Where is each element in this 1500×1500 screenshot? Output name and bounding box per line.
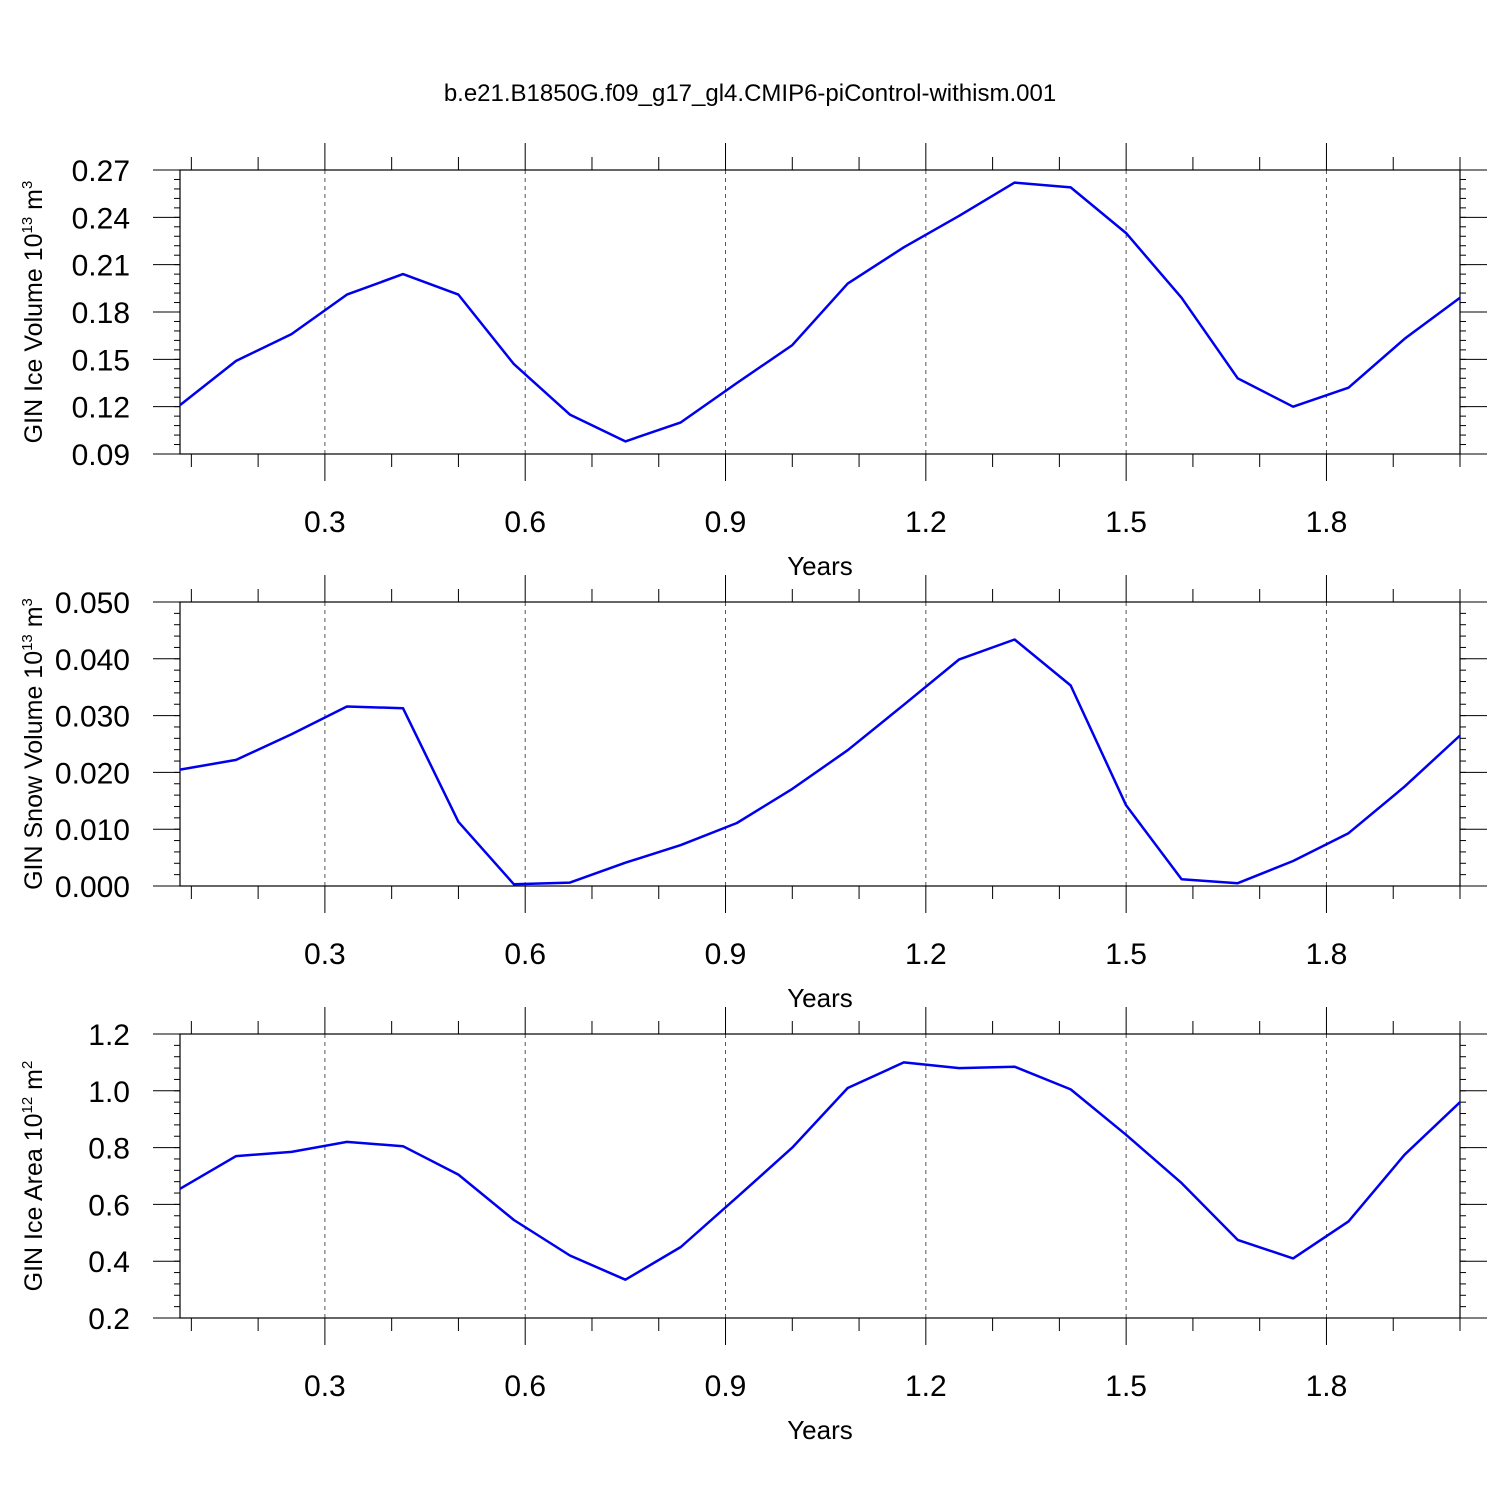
snow-volume-x-tick-label: 1.5 [1105, 938, 1147, 971]
ice-volume-panel: 0.09 0.12 0.15 0.18 0.21 0.24 0.27 0.3 0.6 0.9 1.2… [19, 143, 1487, 581]
ice-volume-y-tick-label: 0.24 [72, 202, 130, 235]
ice-area-y-tick-label: 0.2 [88, 1303, 130, 1336]
ice-volume-x-tick-label: 0.3 [304, 506, 346, 539]
snow-volume-x-tick-label: 1.8 [1306, 938, 1348, 971]
snow-volume-x-tick-label: 0.3 [304, 938, 346, 971]
ice-area-y-tick-label: 1.2 [88, 1019, 130, 1052]
ice-volume-y-tick-label: 0.18 [72, 297, 130, 330]
ice-area-x-tick-label: 1.8 [1306, 1370, 1348, 1403]
ice-volume-x-tick-label: 1.2 [905, 506, 947, 539]
ice-volume-y-axis-label: GIN Ice Volume 1013 m3 [19, 181, 48, 444]
snow-volume-y-tick-label: 0.030 [55, 701, 130, 734]
ice-area-y-tick-label: 0.8 [88, 1133, 130, 1166]
ice-area-x-axis-label: Years [787, 1415, 853, 1445]
ice-area-x-tick-label: 1.2 [905, 1370, 947, 1403]
ice-volume-x-tick-label: 0.6 [504, 506, 546, 539]
figure-title: b.e21.B1850G.f09_g17_gl4.CMIP6-piControl… [443, 80, 1057, 107]
snow-volume-plot-frame [179, 601, 1461, 887]
ice-volume-y-tick-label: 0.09 [72, 439, 130, 472]
ice-area-x-tick-label: 0.3 [304, 1370, 346, 1403]
ice-volume-x-tick-label: 1.5 [1105, 506, 1147, 539]
snow-volume-panel: 0.000 0.010 0.020 0.030 0.040 0.050 0.3 0.6 0.9 1… [19, 575, 1487, 1013]
ice-area-x-tick-label: 0.6 [504, 1370, 546, 1403]
snow-volume-y-tick-label: 0.020 [55, 757, 130, 790]
snow-volume-x-tick-label: 0.9 [705, 938, 747, 971]
snow-volume-y-tick-label: 0.040 [55, 644, 130, 677]
ice-area-x-tick-label: 1.5 [1105, 1370, 1147, 1403]
snow-volume-y-tick-label: 0.000 [55, 871, 130, 904]
ice-area-panel: 0.2 0.4 0.6 0.8 1.0 1.2 0.3 0.6 0.9 1.2 1.5 1.8 Year… [19, 1007, 1487, 1445]
ice-area-plot-frame [179, 1033, 1461, 1319]
ice-volume-x-tick-label: 0.9 [705, 506, 747, 539]
ice-volume-x-tick-label: 1.8 [1306, 506, 1348, 539]
ice-volume-y-tick-label: 0.27 [72, 155, 130, 188]
snow-volume-x-tick-label: 0.6 [504, 938, 546, 971]
snow-volume-y-tick-label: 0.050 [55, 587, 130, 620]
ice-volume-plot-frame [179, 169, 1461, 455]
ice-area-y-tick-label: 0.6 [88, 1189, 130, 1222]
ice-area-y-axis-label: GIN Ice Area 1012 m2 [19, 1061, 48, 1292]
ice-area-x-tick-label: 0.9 [705, 1370, 747, 1403]
snow-volume-series-line [179, 638, 1461, 886]
ice-volume-x-axis-label: Years [787, 551, 853, 581]
snow-volume-y-tick-label: 0.010 [55, 814, 130, 847]
ice-volume-y-tick-label: 0.21 [72, 250, 130, 283]
ice-area-series-line [179, 1061, 1461, 1281]
snow-volume-x-axis-label: Years [787, 983, 853, 1013]
snow-volume-x-tick-label: 1.2 [905, 938, 947, 971]
ice-area-y-tick-label: 1.0 [88, 1076, 130, 1109]
ice-area-y-tick-label: 0.4 [88, 1246, 130, 1279]
ice-volume-series-line [179, 181, 1461, 443]
snow-volume-y-axis-label: GIN Snow Volume 1013 m3 [19, 598, 48, 890]
ice-volume-y-tick-label: 0.12 [72, 392, 130, 425]
ice-volume-y-tick-label: 0.15 [72, 344, 130, 377]
